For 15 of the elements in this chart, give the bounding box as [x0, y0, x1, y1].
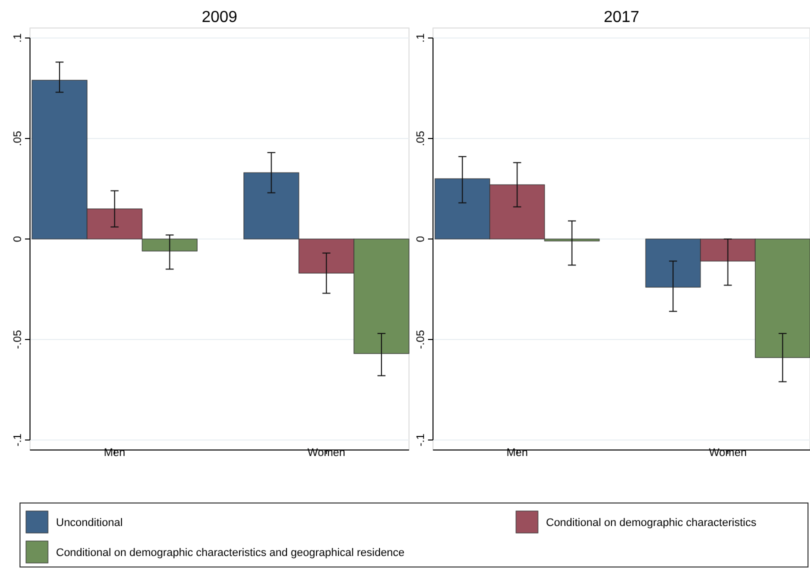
- y-tick-label: .1: [415, 33, 427, 43]
- legend-label: Conditional on demographic characteristics: [546, 517, 757, 529]
- y-tick-label: -.1: [415, 434, 427, 446]
- y-tick-label: 0: [415, 236, 427, 242]
- y-tick-label: -.05: [12, 330, 24, 349]
- y-tick-label: .05: [415, 130, 427, 146]
- chart-title: 2009: [202, 9, 238, 26]
- y-tick-label: -.1: [12, 434, 24, 446]
- y-tick-label: -.05: [415, 330, 427, 349]
- y-tick-label: .1: [12, 33, 24, 43]
- legend-label: Conditional on demographic characteristics and geographical residence: [56, 547, 405, 559]
- y-tick-label: .05: [12, 130, 24, 146]
- legend-label: Unconditional: [56, 517, 123, 529]
- y-tick-label: 0: [12, 236, 24, 242]
- chart-title: 2017: [604, 9, 640, 26]
